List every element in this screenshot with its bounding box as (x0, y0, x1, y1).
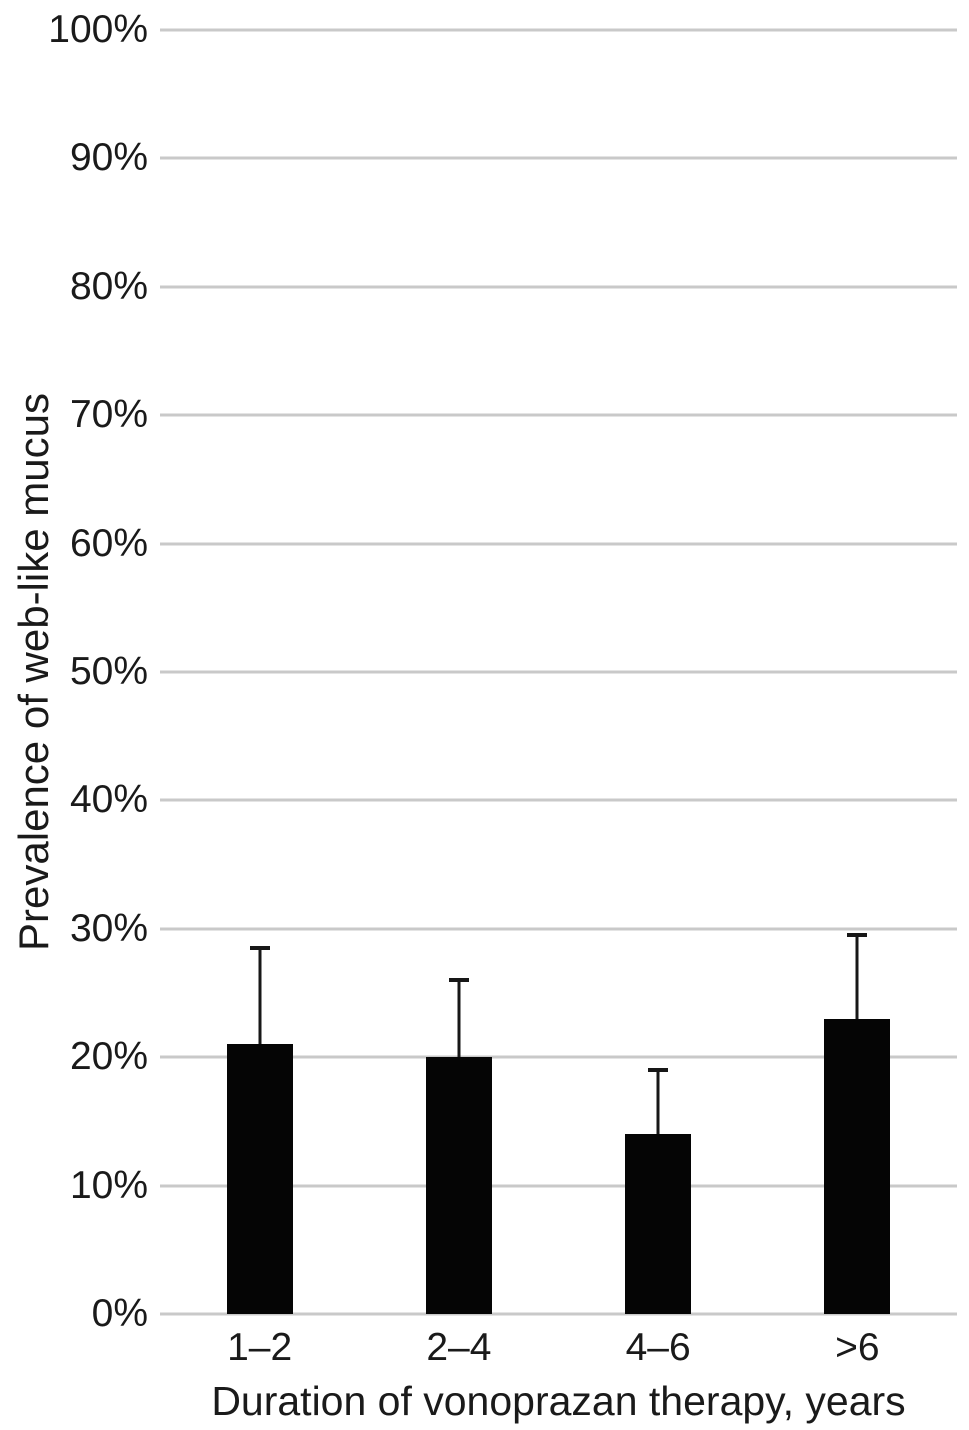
y-tick-label-10: 10% (69, 1163, 148, 1207)
bar-1 (226, 1044, 293, 1314)
gridline-80 (160, 285, 957, 289)
y-tick-label-50: 50% (69, 650, 148, 693)
error-bar-cap-2 (448, 978, 469, 983)
gridline-40 (160, 798, 957, 802)
x-tick-label-2: 2–4 (426, 1326, 492, 1369)
x-tick-label-3: 4–6 (625, 1326, 691, 1369)
gridline-70 (160, 413, 957, 417)
y-tick-label-30: 30% (69, 906, 148, 950)
y-tick-label-60: 60% (69, 521, 148, 565)
y-axis-title: Prevalence of web-like mucus (10, 393, 57, 951)
y-tick-label-0: 0% (91, 1292, 148, 1335)
error-bar-cap-3 (648, 1068, 669, 1073)
error-bar-stem-1 (258, 948, 262, 1045)
bar-slot-4 (758, 30, 957, 1314)
gridline-20 (160, 1055, 957, 1059)
error-bar-stem-2 (457, 980, 461, 1058)
bar-4 (824, 1018, 891, 1314)
bar-3 (625, 1134, 692, 1314)
gridline-100 (160, 28, 957, 32)
gridline-50 (160, 670, 957, 674)
y-tick-label-20: 20% (69, 1035, 148, 1079)
gridline-0 (160, 1312, 957, 1316)
y-tick-label-70: 70% (69, 393, 148, 437)
x-tick-label-1: 1–2 (227, 1326, 293, 1369)
y-tick-label-90: 90% (69, 136, 148, 180)
y-tick-label-80: 80% (69, 264, 148, 308)
gridline-10 (160, 1184, 957, 1188)
error-bar-cap-1 (249, 946, 270, 951)
error-bar-stem-4 (855, 935, 859, 1019)
x-axis-title: Duration of vonoprazan therapy, years (211, 1378, 906, 1424)
error-bar-stem-3 (656, 1070, 660, 1135)
bar-slot-1 (160, 30, 359, 1314)
gridline-30 (160, 927, 957, 931)
bar-slot-2 (359, 30, 558, 1314)
gridline-90 (160, 156, 957, 160)
y-tick-label-40: 40% (69, 778, 148, 822)
error-bar-cap-4 (847, 933, 868, 938)
plot-area (160, 28, 957, 1316)
y-tick-label-100: 100% (48, 8, 148, 51)
bar-2 (425, 1057, 492, 1314)
bar-slot-3 (559, 30, 758, 1314)
x-tick-label-4: >6 (835, 1326, 880, 1369)
gridline-60 (160, 542, 957, 546)
